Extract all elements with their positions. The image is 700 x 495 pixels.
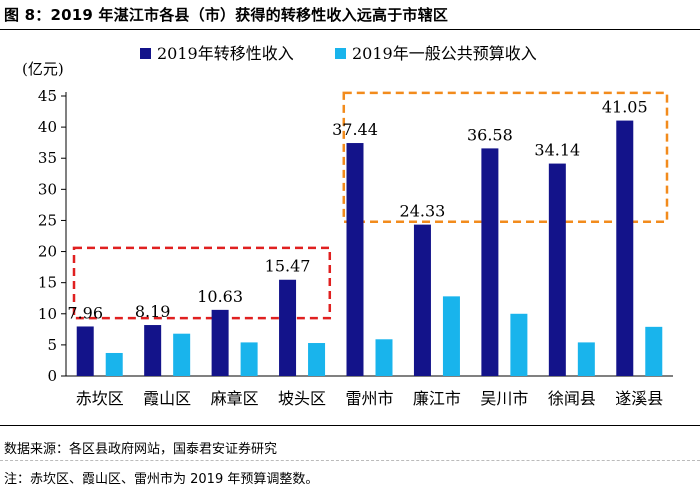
note-separator: [0, 460, 700, 461]
bar-transfer-income: [548, 163, 566, 376]
x-tick-label: 雷州市: [345, 389, 393, 408]
highlight-box-districts: [72, 246, 332, 320]
footnote: 注：赤坎区、霞山区、雷州市为 2019 年预算调整数。: [4, 472, 319, 487]
y-tick-label: 45: [38, 87, 57, 105]
chart-axes: (亿元) 0 5 10 15 20 25 30 35 40 45 赤坎区 霞山区 麻章区 坡头区 雷州市 廉江市…: [22, 60, 673, 408]
y-axis-label: (亿元): [22, 60, 64, 78]
bar-budget-revenue: [240, 342, 258, 376]
x-tick-label: 廉江市: [413, 389, 461, 408]
data-labels: 7.96 8.19 10.63 15.47 37.44 24.33 36.58 34.14 41…: [67, 98, 647, 323]
y-tick-label: 20: [38, 243, 57, 261]
y-tick-label: 15: [38, 274, 57, 292]
legend-swatch: [335, 48, 346, 59]
y-tick-label: 30: [38, 180, 57, 198]
chart-legend: 2019年转移性收入 2019年一般公共预算收入: [140, 44, 537, 63]
bar-transfer-income: [481, 148, 499, 376]
x-tick-label: 徐闻县: [548, 389, 596, 408]
y-tick-label: 5: [47, 336, 57, 354]
chart-bars: [76, 120, 663, 376]
bar-transfer-income: [616, 120, 634, 376]
bar-value-label: 15.47: [265, 257, 311, 276]
x-tick-label: 坡头区: [278, 389, 326, 408]
figure-title: 图 8：2019 年湛江市各县（市）获得的转移性收入远高于市辖区: [4, 6, 449, 24]
legend-swatch: [140, 48, 151, 59]
bar-budget-revenue: [510, 313, 528, 376]
bar-value-label: 36.58: [467, 125, 513, 144]
y-tick-label: 10: [38, 305, 57, 323]
bar-value-label: 41.05: [602, 98, 648, 117]
bar-budget-revenue: [375, 339, 393, 376]
bar-budget-revenue: [308, 343, 326, 376]
x-tick-label: 吴川市: [480, 389, 528, 408]
bar-transfer-income: [279, 279, 297, 376]
bar-budget-revenue: [577, 342, 595, 376]
highlight-boxes: [72, 91, 669, 320]
bar-transfer-income: [346, 143, 364, 376]
x-tick-label: 麻章区: [211, 389, 259, 408]
bottom-rule: [0, 425, 700, 426]
bar-value-label: 7.96: [67, 303, 103, 322]
bar-value-label: 10.63: [197, 287, 243, 306]
bar-budget-revenue: [173, 333, 191, 376]
bar-transfer-income: [76, 326, 94, 376]
y-tick-label: 25: [38, 211, 57, 229]
y-tick-label: 40: [38, 118, 57, 136]
bar-budget-revenue: [442, 296, 460, 376]
bar-chart: (亿元) 0 5 10 15 20 25 30 35 40 45 赤坎区 霞山区 麻章区 坡头区 雷州市 廉江市…: [22, 44, 673, 408]
source-note: 数据来源：各区县政府网站，国泰君安证券研究: [4, 442, 278, 457]
bar-value-label: 34.14: [534, 141, 580, 160]
title-rule: [0, 29, 700, 30]
bar-transfer-income: [144, 325, 162, 376]
bar-budget-revenue: [645, 326, 663, 376]
bar-value-label: 8.19: [135, 302, 171, 321]
x-tick-label: 遂溪县: [615, 389, 663, 408]
y-tick-label: 0: [47, 367, 57, 385]
x-tick-label: 赤坎区: [76, 389, 124, 408]
x-tick-label: 霞山区: [143, 389, 191, 408]
bar-value-label: 37.44: [332, 120, 378, 139]
bar-transfer-income: [413, 224, 431, 376]
y-tick-label: 35: [38, 149, 57, 167]
bar-transfer-income: [211, 309, 229, 376]
bar-value-label: 24.33: [400, 202, 446, 221]
highlight-box-counties: [342, 91, 669, 223]
legend-label: 2019年一般公共预算收入: [352, 44, 537, 63]
bar-budget-revenue: [105, 352, 123, 376]
legend-label: 2019年转移性收入: [157, 44, 294, 63]
